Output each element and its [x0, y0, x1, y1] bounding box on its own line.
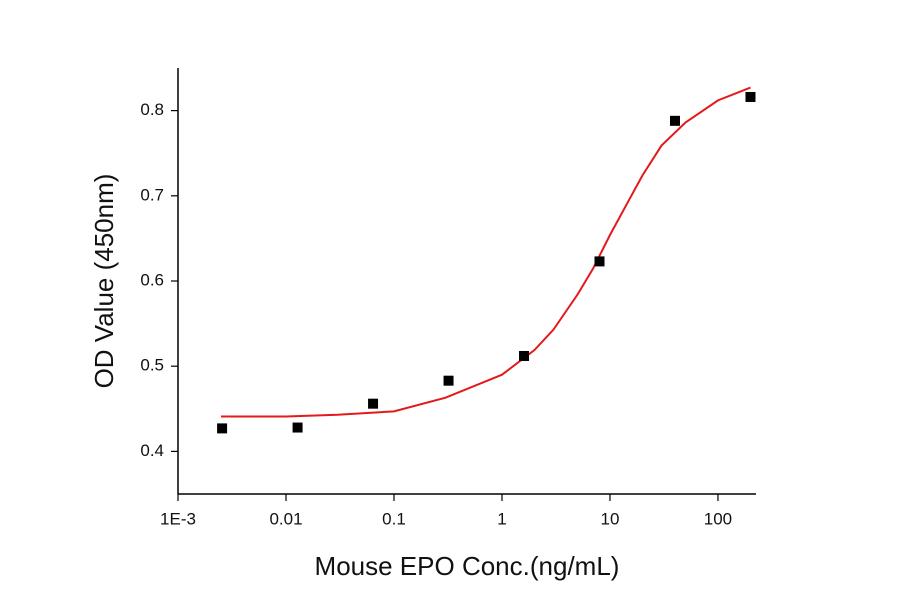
x-tick-label: 1E-3	[160, 509, 196, 528]
y-tick-label: 0.6	[140, 270, 164, 289]
data-point	[368, 398, 379, 409]
x-tick-label: 0.1	[382, 509, 406, 528]
x-axis-title: Mouse EPO Conc.(ng/mL)	[315, 551, 620, 581]
y-tick-label: 0.5	[140, 356, 164, 375]
data-point	[519, 350, 530, 361]
y-tick-label: 0.8	[140, 100, 164, 119]
data-point	[745, 91, 756, 102]
data-point	[443, 375, 454, 386]
fit-curve	[220, 86, 751, 418]
y-axis-title: OD Value (450nm)	[89, 174, 119, 389]
data-point	[292, 422, 303, 433]
data-point	[217, 423, 228, 434]
y-tick-label: 0.7	[140, 185, 164, 204]
x-tick-label: 10	[601, 509, 620, 528]
x-tick-label: 1	[497, 509, 506, 528]
y-tick-label: 0.4	[140, 441, 164, 460]
data-point	[669, 115, 680, 126]
data-point	[594, 256, 605, 267]
x-tick-label: 100	[704, 509, 732, 528]
x-tick-label: 0.01	[269, 509, 302, 528]
